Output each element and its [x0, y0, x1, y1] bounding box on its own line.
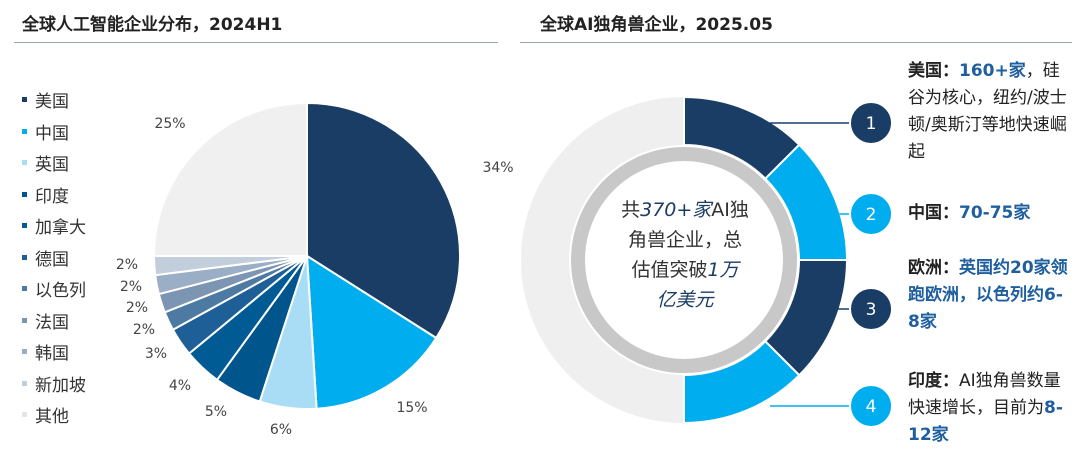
- legend-item: 德国: [22, 242, 86, 274]
- legend-swatch: [22, 380, 27, 386]
- number-badge: [849, 192, 893, 236]
- right-title-divider: [520, 42, 1072, 43]
- legend-swatch: [22, 254, 27, 260]
- pie-slice: [305, 254, 438, 410]
- legend-swatch: [22, 317, 27, 323]
- note-highlight: 160+家: [959, 61, 1026, 81]
- legend-item: 加拿大: [22, 210, 86, 242]
- legend-swatch: [22, 191, 27, 197]
- legend-item: 英国: [22, 147, 86, 179]
- donut-center-text: 共370+家AI独 角兽企业，总 估值突破1万 亿美元: [585, 195, 785, 315]
- pie-label: 2%: [133, 322, 155, 338]
- legend-label: 德国: [35, 249, 69, 270]
- number-badge: [849, 101, 893, 145]
- left-panel-title: 全球人工智能企业分布，2024H1: [22, 15, 283, 35]
- legend-label: 以色列: [35, 281, 86, 302]
- legend-swatch: [22, 160, 27, 166]
- legend-swatch: [22, 97, 27, 103]
- donut-hole: [569, 145, 799, 375]
- pie-label: 34%: [482, 160, 513, 176]
- note-body: ，硅谷为核心，纽约/波士顿/奥斯汀等地快速崛起: [908, 61, 1067, 162]
- connector-lines: [770, 122, 850, 407]
- legend-swatch: [22, 412, 27, 418]
- badge-number: 4: [866, 397, 877, 417]
- pie-label: 2%: [126, 300, 148, 316]
- note-highlight: 8-12家: [908, 398, 1063, 445]
- legend-label: 印度: [35, 186, 69, 207]
- note-head: 中国：: [908, 203, 959, 223]
- note-head: 美国：: [908, 61, 959, 81]
- legend-item: 以色列: [22, 273, 86, 305]
- legend-label: 其他: [35, 407, 69, 428]
- note-highlight: 70-75家: [959, 203, 1031, 223]
- legend-label: 英国: [35, 155, 69, 176]
- center-text-part: 共: [621, 199, 641, 221]
- note-india: 印度：AI独角兽数量快速增长，目前为8-12家: [908, 368, 1068, 449]
- note-usa: 美国：160+家，硅谷为核心，纽约/波士顿/奥斯汀等地快速崛起: [908, 58, 1068, 166]
- number-badge: [849, 287, 893, 331]
- badge-number: 3: [866, 300, 877, 320]
- pie-label: 15%: [396, 400, 427, 416]
- center-text-highlight: 1万: [707, 259, 739, 281]
- legend-label: 韩国: [35, 344, 69, 365]
- legend-item: 印度: [22, 179, 86, 211]
- pie-label: 3%: [145, 346, 167, 362]
- donut-inner-ring: [571, 147, 797, 373]
- legend-item: 其他: [22, 399, 86, 431]
- pie-label: 2%: [116, 257, 138, 273]
- legend-label: 中国: [35, 123, 69, 144]
- legend-label: 美国: [35, 92, 69, 113]
- right-panel-title: 全球AI独角兽企业，2025.05: [540, 15, 773, 35]
- pie-label: 6%: [270, 422, 292, 438]
- center-text-part: AI独: [711, 199, 749, 221]
- center-text-line: 角兽企业，总: [627, 229, 742, 251]
- legend-item: 韩国: [22, 336, 86, 368]
- pie-slice: [152, 101, 308, 257]
- pie-chart: 34% 15% 6% 5% 4%3% 2% 2% 2% 2% 25%: [116, 101, 514, 438]
- center-text-part: 估值突破: [631, 259, 708, 281]
- legend-label: 法国: [35, 312, 69, 333]
- pie-label: 4%: [169, 378, 191, 394]
- pie-legend: 美国中国英国印度加拿大德国以色列法国韩国新加坡其他: [22, 84, 86, 431]
- legend-label: 新加坡: [35, 375, 86, 396]
- badge-number: 2: [866, 205, 877, 225]
- note-head: 印度：: [908, 371, 959, 391]
- pie-label: 2%: [120, 279, 142, 295]
- pie-label: 25%: [154, 116, 185, 132]
- legend-item: 中国: [22, 116, 86, 148]
- legend-label: 加拿大: [35, 218, 86, 239]
- pie-label: 5%: [205, 404, 227, 420]
- center-text-highlight: 370+家: [640, 199, 712, 221]
- number-badge: [849, 384, 893, 428]
- legend-swatch: [22, 349, 27, 355]
- left-title-divider: [14, 42, 498, 43]
- note-highlight: 英国约20家领跑欧洲，以色列约6-8家: [908, 258, 1068, 332]
- note-europe: 欧洲：英国约20家领跑欧洲，以色列约6-8家: [908, 255, 1068, 336]
- center-text-highlight: 亿美元: [656, 289, 714, 311]
- legend-swatch: [22, 223, 27, 229]
- donut-chart: [521, 95, 849, 425]
- note-china: 中国：70-75家: [908, 200, 1068, 227]
- legend-swatch: [22, 286, 27, 292]
- legend-swatch: [22, 128, 27, 134]
- note-body: AI独角兽数量快速增长，目前为: [908, 371, 1061, 418]
- note-head: 欧洲：: [908, 258, 959, 278]
- legend-item: 新加坡: [22, 368, 86, 400]
- badge-number: 1: [866, 114, 877, 134]
- legend-item: 法国: [22, 305, 86, 337]
- legend-item: 美国: [22, 84, 86, 116]
- number-badges: 1 2 3 4: [849, 101, 893, 428]
